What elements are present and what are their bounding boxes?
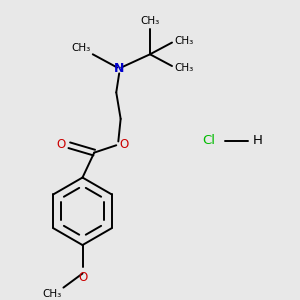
Text: N: N — [114, 62, 124, 76]
Text: CH₃: CH₃ — [43, 289, 62, 299]
Text: H: H — [253, 134, 263, 147]
Text: CH₃: CH₃ — [174, 63, 193, 73]
Text: Cl: Cl — [202, 134, 215, 147]
Text: CH₃: CH₃ — [174, 36, 193, 46]
Text: O: O — [78, 271, 87, 284]
Text: CH₃: CH₃ — [140, 16, 160, 26]
Text: O: O — [120, 138, 129, 151]
Text: O: O — [56, 138, 66, 151]
Text: CH₃: CH₃ — [72, 43, 91, 52]
